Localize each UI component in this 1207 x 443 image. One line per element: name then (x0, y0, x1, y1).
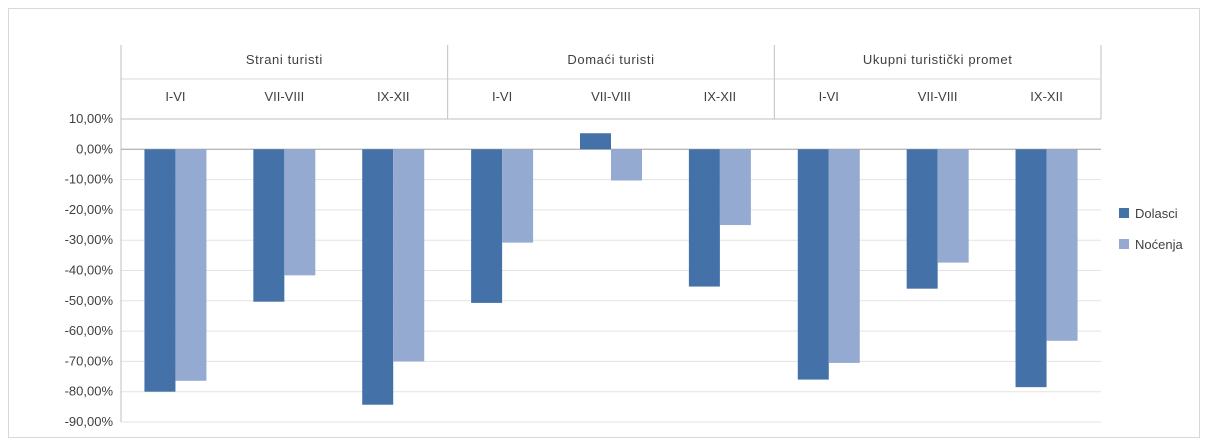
category-label: I-VI (492, 89, 512, 104)
y-tick-label: -40,00% (65, 263, 114, 278)
legend-label-dolasci: Dolasci (1135, 206, 1178, 221)
group-label: Ukupni turistički promet (863, 52, 1013, 67)
bar-dolasci (797, 149, 829, 380)
bar-dolasci (688, 149, 720, 287)
legend-label-noćenja: Noćenja (1135, 237, 1183, 252)
chart-frame: 10,00% 0,00% -10,00% -20,00% -30,00% -40,00% -… (8, 8, 1200, 438)
bar-noćenja (719, 149, 751, 226)
y-tick-label: -90,00% (65, 414, 114, 429)
bar-noćenja (611, 149, 642, 181)
y-tick-label: -70,00% (65, 353, 114, 368)
y-tick-label: -10,00% (65, 172, 114, 187)
bar-dolasci (1015, 149, 1047, 388)
legend-swatch-dolasci (1119, 208, 1129, 218)
category-label: VII-VIII (264, 89, 304, 104)
y-tick-label: -50,00% (65, 293, 114, 308)
group-label: Domaći turisti (567, 52, 654, 67)
bar-noćenja (502, 149, 534, 243)
y-tick-label: 0,00% (76, 141, 113, 156)
category-label: VII-VIII (591, 89, 631, 104)
category-label: I-VI (165, 89, 185, 104)
category-label: IX-XII (704, 89, 737, 104)
bar-dolasci (906, 149, 938, 289)
bar-dolasci (362, 149, 394, 405)
y-tick-label: -20,00% (65, 202, 114, 217)
bar-noćenja (1046, 149, 1078, 341)
bar-noćenja (937, 149, 969, 263)
legend-swatch-noćenja (1119, 239, 1129, 249)
bar-noćenja (393, 149, 425, 362)
bar-noćenja (284, 149, 316, 276)
bar-dolasci (580, 133, 611, 150)
category-label: IX-XII (1030, 89, 1063, 104)
category-label: IX-XII (377, 89, 410, 104)
bars (144, 133, 1078, 405)
group-label: Strani turisti (246, 52, 323, 67)
bar-noćenja (828, 149, 860, 363)
bar-dolasci (144, 149, 176, 392)
bar-noćenja (175, 149, 207, 381)
category-label: I-VI (819, 89, 839, 104)
y-tick-label: -80,00% (65, 384, 114, 399)
bar-dolasci (253, 149, 285, 302)
bar-dolasci (471, 149, 503, 303)
y-tick-label: 10,00% (69, 111, 114, 126)
chart: 10,00% 0,00% -10,00% -20,00% -30,00% -40,00% -… (65, 45, 1183, 429)
legend: Dolasci Noćenja (1119, 206, 1183, 252)
category-label: VII-VIII (918, 89, 958, 104)
y-tick-label: -60,00% (65, 323, 114, 338)
y-axis: 10,00% 0,00% -10,00% -20,00% -30,00% -40,00% -… (65, 111, 114, 429)
y-tick-label: -30,00% (65, 232, 114, 247)
